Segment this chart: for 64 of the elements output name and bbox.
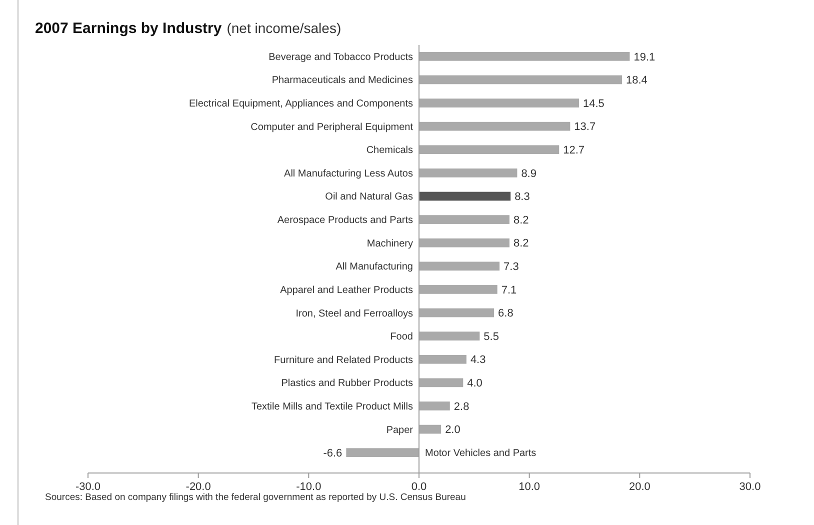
data-label: 14.5 — [582, 98, 604, 110]
y-tick-label: Electrical Equipment, Appliances and Components — [188, 98, 413, 110]
bar — [419, 98, 579, 108]
data-label: 2.0 — [445, 424, 460, 436]
bar — [419, 424, 442, 434]
bar — [419, 192, 511, 201]
data-label: 19.1 — [634, 51, 656, 64]
data-label: 5.5 — [484, 330, 499, 343]
bar — [419, 168, 518, 178]
bar — [419, 122, 570, 131]
y-tick-label: Plastics and Rubber Products — [281, 378, 413, 390]
data-label: 7.1 — [501, 284, 517, 296]
x-tick-label: 10.0 — [518, 481, 540, 493]
bar — [419, 285, 498, 294]
data-label: -6.6 — [323, 447, 342, 460]
bar — [346, 448, 419, 458]
bar — [419, 402, 450, 410]
y-tick-label: Machinery — [366, 238, 413, 250]
bar — [419, 145, 560, 154]
y-tick-label: Furniture and Related Products — [274, 354, 413, 366]
bar — [419, 332, 480, 340]
bar — [419, 308, 494, 318]
x-tick-label: 0.0 — [411, 481, 427, 493]
x-tick-label: -20.0 — [186, 481, 211, 493]
y-tick-label: Aerospace Products and Parts — [277, 215, 413, 226]
y-tick-label: Food — [390, 332, 413, 343]
data-label: 12.7 — [563, 144, 585, 156]
data-label: 8.2 — [513, 214, 529, 226]
y-tick-label: Motor Vehicles and Parts — [425, 448, 536, 460]
data-label: 8.9 — [521, 168, 536, 180]
bar — [419, 75, 622, 84]
data-label: 6.8 — [498, 308, 514, 320]
y-tick-label: All Manufacturing Less Autos — [284, 168, 413, 180]
chart-subtitle: (net income/sales) — [226, 20, 342, 36]
bar — [419, 354, 466, 364]
x-tick-label: -10.0 — [296, 481, 322, 493]
y-tick-label: Chemicals — [366, 145, 413, 156]
source-note: Sources: Based on company filings with the federal government as reported by U.S. Census Bureau — [45, 492, 466, 503]
data-label: 4.0 — [467, 378, 482, 390]
data-label: 8.3 — [514, 191, 530, 204]
y-tick-label: Textile Mills and Textile Product Mills — [251, 401, 413, 412]
data-label: 4.3 — [470, 354, 486, 366]
data-label: 8.2 — [513, 238, 529, 250]
y-tick-label: Apparel and Leather Products — [280, 284, 413, 296]
bar — [419, 52, 630, 61]
y-tick-label: Pharmaceuticals and Medicines — [272, 75, 413, 86]
chart-title: 2007 Earnings by Industry — [35, 20, 222, 37]
y-tick-label: All Manufacturing — [336, 262, 413, 273]
data-label: 2.8 — [454, 400, 470, 413]
bar — [419, 238, 510, 248]
x-tick-label: -30.0 — [75, 481, 101, 493]
y-tick-label: Oil and Natural Gas — [325, 192, 413, 203]
bar — [419, 262, 500, 271]
x-tick-label: 30.0 — [739, 481, 761, 493]
x-tick-label: 20.0 — [628, 481, 650, 493]
data-label: 13.7 — [574, 121, 596, 134]
bar — [419, 378, 464, 388]
y-tick-label: Paper — [386, 424, 414, 436]
data-label: 18.4 — [626, 74, 648, 87]
y-tick-label: Beverage and Tobacco Products — [268, 52, 413, 63]
y-tick-label: Computer and Peripheral Equipment — [250, 122, 414, 133]
y-tick-label: Iron, Steel and Ferroalloys — [296, 308, 413, 320]
data-label: 7.3 — [504, 261, 519, 273]
bar — [419, 215, 510, 224]
